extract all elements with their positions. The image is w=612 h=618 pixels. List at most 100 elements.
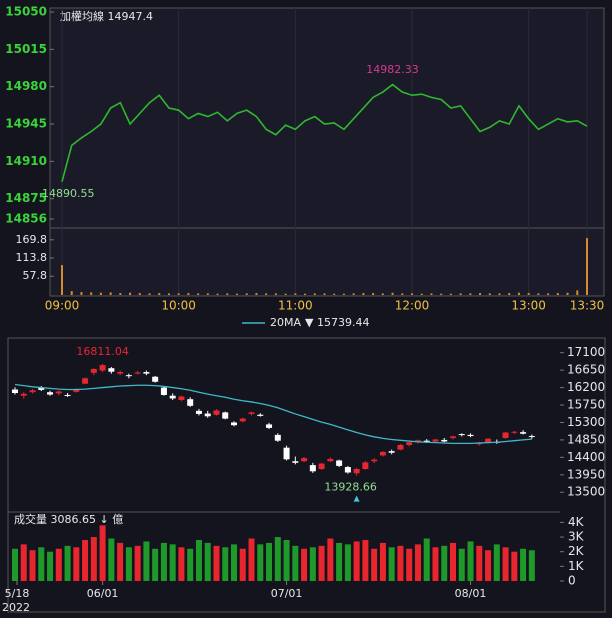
volume-bar	[493, 544, 500, 581]
candle-body	[195, 410, 202, 414]
year-label: 2022	[2, 601, 30, 614]
volume-bar	[411, 293, 413, 295]
volume-bar	[441, 545, 448, 581]
y-tick-label: 15050	[5, 5, 47, 19]
candle-body	[134, 372, 141, 374]
volume-bar	[556, 293, 559, 295]
volume-bar	[440, 293, 443, 295]
volume-bar	[449, 293, 452, 295]
candle-body	[64, 394, 71, 396]
volume-bar	[406, 548, 413, 581]
candle-body	[108, 368, 115, 372]
volume-bar	[414, 544, 421, 581]
volume-bar	[488, 293, 491, 295]
candle-body	[467, 434, 474, 437]
y-tick-label: 13500	[567, 485, 605, 499]
volume-bar	[547, 293, 550, 295]
volume-bar	[206, 293, 209, 295]
y-tick-label: 16650	[567, 363, 605, 377]
volume-tick-label: 4K	[568, 515, 585, 529]
volume-bar	[187, 548, 194, 581]
volume-bar	[236, 293, 238, 295]
volume-bar	[143, 541, 150, 581]
candle-body	[231, 422, 237, 426]
volume-bar	[469, 293, 472, 295]
volume-bar	[423, 538, 430, 581]
legend-name: 20MA	[270, 316, 301, 329]
volume-bar	[304, 293, 307, 295]
volume-bar	[459, 293, 462, 295]
volume-bar	[342, 293, 345, 295]
volume-bar	[566, 292, 569, 295]
candle-body	[178, 396, 185, 400]
candle-body	[283, 447, 290, 460]
volume-bar	[353, 541, 360, 581]
volume-tick-label: 3K	[568, 530, 585, 544]
candle-body	[160, 387, 167, 395]
volume-bar	[528, 550, 535, 581]
volume-bar	[333, 293, 336, 295]
volume-bar	[274, 537, 281, 581]
volume-bar	[485, 550, 492, 581]
annotation: 16811.04	[76, 345, 129, 358]
candle-body	[117, 372, 124, 374]
volume-bar	[283, 539, 290, 581]
volume-bar	[99, 292, 102, 295]
volume-bar	[61, 265, 63, 295]
volume-bar	[169, 544, 176, 581]
y-tick-label: 14400	[567, 450, 605, 464]
volume-bar	[148, 293, 151, 295]
candle-body	[82, 378, 89, 384]
volume-bar	[301, 548, 308, 581]
volume-bar	[245, 293, 248, 295]
volume-bar	[195, 539, 202, 581]
volume-bar	[352, 293, 355, 295]
candle-body	[502, 432, 509, 438]
ma-line	[14, 383, 532, 445]
volume-bar	[498, 293, 501, 295]
y-tick-label: 14856	[5, 212, 47, 226]
volume-bar	[70, 291, 73, 295]
candle-body	[169, 395, 176, 399]
volume-bar	[255, 293, 258, 295]
volume-bar	[158, 293, 161, 295]
y-tick-label: 13950	[567, 467, 605, 481]
volume-bar	[502, 547, 509, 581]
candle-body	[266, 424, 273, 428]
candle-body	[388, 451, 395, 453]
volume-bar	[309, 547, 316, 581]
candle-body	[423, 440, 430, 442]
volume-bar	[266, 542, 273, 581]
candle-body	[222, 412, 229, 419]
candle-body	[406, 442, 413, 445]
y-tick-label: 17100	[567, 345, 605, 359]
volume-bar	[323, 293, 326, 295]
x-tick-label: 09:00	[45, 299, 80, 313]
x-tick-label: 06/01	[87, 587, 119, 600]
volume-bar	[576, 290, 579, 295]
volume-bar	[38, 547, 45, 581]
intraday-panel	[49, 7, 605, 297]
volume-bar	[117, 542, 124, 581]
candle-body	[213, 410, 220, 415]
volume-bar	[432, 547, 439, 581]
volume-bar	[226, 293, 229, 295]
x-tick-label: 10:00	[161, 299, 196, 313]
volume-bar	[265, 293, 268, 295]
candle-body	[362, 462, 369, 469]
volume-bar	[216, 293, 219, 295]
volume-bar	[479, 293, 482, 295]
volume-bar	[586, 238, 588, 295]
volume-bar	[119, 293, 122, 295]
volume-bar	[327, 538, 334, 581]
volume-bar	[372, 293, 375, 295]
volume-bar	[430, 293, 433, 295]
volume-bar	[362, 293, 365, 295]
volume-bar	[336, 542, 343, 581]
x-tick-label: 13:30	[570, 299, 605, 313]
candle-body	[458, 434, 465, 436]
x-tick-label: 12:00	[395, 299, 430, 313]
candle-body	[125, 375, 132, 377]
y-tick-label: 14945	[5, 117, 47, 131]
candle-body	[327, 458, 334, 462]
